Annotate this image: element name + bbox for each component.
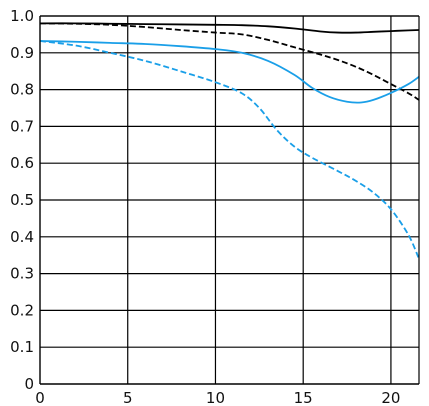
x-tick-label: 20	[381, 389, 400, 406]
y-tick-label: 0.6	[10, 154, 34, 172]
x-tick-label: 5	[123, 389, 133, 406]
y-tick-label: 0.2	[10, 301, 34, 319]
y-tick-label: 1.0	[10, 7, 34, 25]
y-tick-label: 0	[24, 375, 34, 393]
x-tick-label: 15	[294, 389, 313, 406]
series-lines	[39, 22, 420, 260]
x-tick-label: 10	[206, 389, 225, 406]
series-line-2	[39, 22, 420, 101]
series-line-4	[39, 40, 420, 260]
y-tick-label: 0.3	[10, 265, 34, 283]
y-tick-label: 0.7	[10, 117, 34, 135]
series-line-1	[39, 22, 420, 34]
series-line-3	[39, 40, 420, 104]
y-tick-label: 0.5	[10, 191, 34, 209]
y-tick-label: 0.9	[10, 44, 34, 62]
x-tick-label: 0	[35, 389, 45, 406]
tick-labels: 0 0.1 0.2 0.3 0.4 0.5 0.6 0.7 0.8 0.9 1.0 0 5 10 15 20	[10, 7, 400, 406]
y-tick-label: 0.1	[10, 338, 34, 356]
axes	[39, 15, 420, 385]
grid	[40, 15, 419, 384]
y-tick-label: 0.4	[10, 228, 34, 246]
y-tick-label: 0.8	[10, 81, 34, 99]
